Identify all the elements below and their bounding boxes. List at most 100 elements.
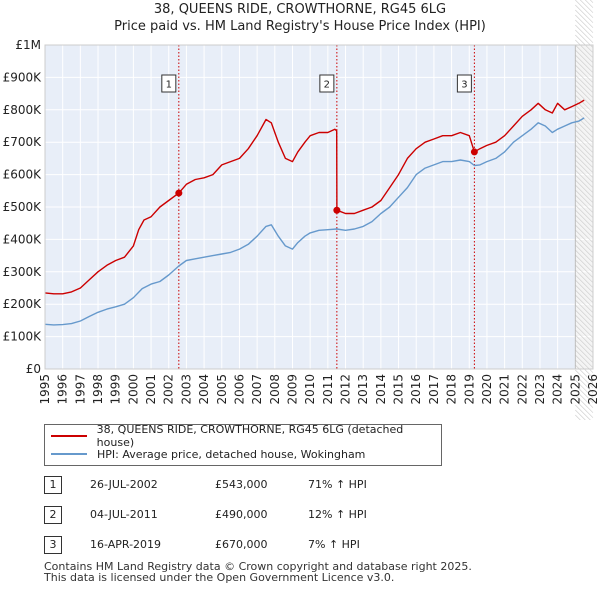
future-hatch [575,244,594,263]
price-chart: 1 2 3 £0 £100K £200K £300K £400K £500K £600K £700… [3,0,600,420]
y-tick-label: £100K [3,330,43,344]
x-tick-label: 2005 [215,374,229,405]
future-hatch [575,104,594,123]
footer-line-2: This data is licensed under the Open Gov… [44,571,395,584]
x-tick-label: 2007 [250,374,264,405]
transaction-hpi: 71% ↑ HPI [308,478,367,491]
footer: Contains HM Land Registry data © Crown c… [44,561,472,583]
x-tick-label: 1997 [73,374,87,405]
future-hatch [575,14,594,33]
future-hatch [575,294,594,313]
transaction-row: 2 04-JUL-2011 £490,000 12% ↑ HPI [40,506,440,526]
x-tick-label: 2016 [409,374,423,405]
grid [44,0,594,420]
future-hatch [575,209,594,228]
transaction-number: 1 [44,476,62,494]
future-hatch [575,154,594,173]
y-axis: £0 £100K £200K £300K £400K £500K £600K £700K £80… [3,38,43,376]
y-tick-label: £300K [3,265,43,279]
marker-label: 1 [161,74,177,93]
x-tick-label: 2019 [462,374,476,405]
y-tick-label: £200K [3,297,43,311]
marker-number: 2 [324,80,330,91]
legend-item-hpi: HPI: Average price, detached house, Woki… [51,446,365,462]
future-hatch [575,169,594,188]
x-tick-label: 1999 [109,374,123,405]
future-hatch [575,54,594,73]
future-hatch [575,394,594,413]
future-hatch [575,94,594,113]
x-tick-label: 1998 [91,374,105,405]
future-hatch [575,214,594,233]
y-tick-label: £500K [3,200,43,214]
future-hatch [575,69,594,88]
sale-point [175,189,183,197]
future-hatch [575,264,594,283]
future-hatch [575,249,594,268]
legend-swatch-property [51,435,87,437]
future-hatch [575,179,594,198]
future-hatch [575,174,594,193]
future-hatch [575,0,594,18]
transaction-date: 16-APR-2019 [90,538,162,551]
y-tick-label: £600K [3,168,43,182]
future-hatch [575,109,594,128]
x-tick-label: 2014 [374,374,388,405]
future-hatch [575,139,594,158]
future-hatch [575,84,594,103]
future-hatch [575,124,594,143]
x-tick-label: 2013 [356,374,370,405]
x-tick-label: 2026 [586,374,600,405]
future-hatch [575,234,594,253]
marker-box [456,74,472,93]
future-hatch [575,324,594,343]
x-tick-label: 2021 [498,374,512,405]
future-hatch [575,259,594,278]
transaction-row: 3 16-APR-2019 £670,000 7% ↑ HPI [40,536,440,556]
x-tick-label: 2015 [392,374,406,405]
future-hatch [575,114,594,133]
transaction-row: 1 26-JUL-2002 £543,000 71% ↑ HPI [40,476,440,496]
future-hatch [575,254,594,273]
future-hatch [575,349,594,368]
future-hatch [575,339,594,358]
future-hatch [575,74,594,93]
transaction-date: 26-JUL-2002 [90,478,158,491]
legend-label-hpi: HPI: Average price, detached house, Woki… [97,447,366,461]
legend: 38, QUEENS RIDE, CROWTHORNE, RG45 6LG (d… [44,423,442,466]
future-hatch [575,19,594,38]
future-hatch [575,229,594,248]
x-tick-label: 2003 [179,374,193,405]
x-tick-label: 2006 [232,374,246,405]
marker-label: 2 [319,74,335,93]
future-hatch [575,334,594,353]
future-hatch [575,309,594,328]
x-tick-label: 1995 [38,374,52,405]
x-axis: 1995 1996 1997 1998 1999 2000 2001 2002 2003 2004… [38,374,600,405]
legend-item-property: 38, QUEENS RIDE, CROWTHORNE, RG45 6LG (d… [51,423,441,449]
transaction-hpi: 12% ↑ HPI [308,508,367,521]
x-tick-label: 2022 [515,374,529,405]
transaction-hpi: 7% ↑ HPI [308,538,360,551]
x-tick-label: 2004 [197,374,211,405]
future-hatch [575,274,594,293]
transaction-number: 2 [44,506,62,524]
y-tick-label: £700K [3,135,43,149]
x-tick-label: 1996 [56,374,70,405]
future-hatch [579,0,594,13]
future-hatch [575,404,591,420]
transaction-price: £670,000 [215,538,268,551]
x-tick-label: 2000 [126,374,140,405]
future-hatch [575,199,594,218]
x-tick-label: 2001 [144,374,158,405]
future-hatch [575,64,594,83]
marker-number: 1 [166,80,172,91]
future-hatch [575,374,594,393]
transaction-date: 04-JUL-2011 [90,508,158,521]
marker-label: 3 [456,74,472,93]
chart-subtitle: Price paid vs. HM Land Registry's House … [114,19,486,34]
series-line-hpi [44,117,585,326]
future-hatch [575,59,594,78]
future-hatch [575,34,594,53]
legend-label-property: 38, QUEENS RIDE, CROWTHORNE, RG45 6LG (d… [96,423,404,449]
